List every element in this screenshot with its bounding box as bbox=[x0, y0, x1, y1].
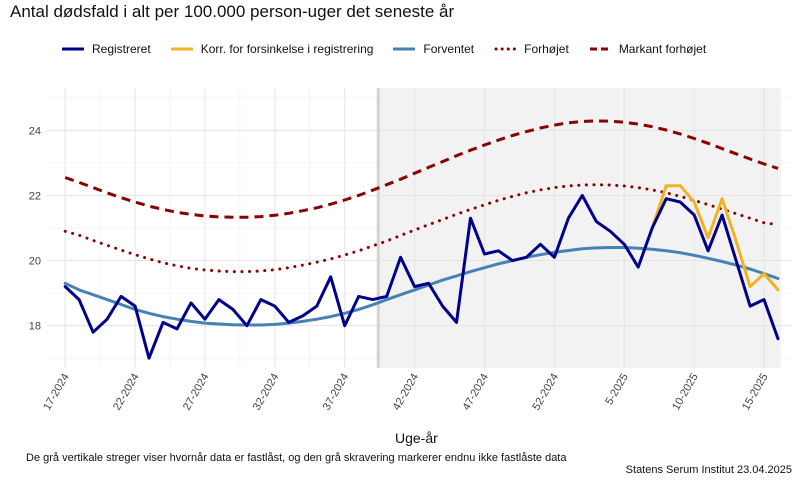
legend-item-forhoejet: Forhøjet bbox=[494, 42, 569, 56]
x-tick-label: 10-2025 bbox=[670, 372, 701, 413]
x-tick-label: 37-2024 bbox=[321, 372, 352, 413]
x-tick-label: 17-2024 bbox=[41, 372, 72, 413]
legend-item-markant: Markant forhøjet bbox=[589, 42, 706, 56]
x-tick-label: 5-2025 bbox=[603, 372, 631, 408]
x-tick-label: 52-2024 bbox=[530, 372, 561, 413]
x-tick-label: 15-2025 bbox=[740, 372, 771, 413]
legend-label: Korr. for forsinkelse i registrering bbox=[200, 42, 374, 56]
chart-title: Antal dødsfald i alt per 100.000 person-… bbox=[10, 2, 455, 21]
source-note: Statens Serum Institut 23.04.2025 bbox=[625, 464, 792, 476]
legend-label: Forventet bbox=[423, 42, 475, 56]
legend: Registreret Korr. for forsinkelse i regi… bbox=[62, 42, 726, 56]
x-axis-title: Uge-år bbox=[395, 430, 438, 446]
caption: De grå vertikale streger viser hvornår d… bbox=[26, 452, 567, 464]
x-tick-label: 22-2024 bbox=[111, 372, 142, 413]
markant-forhoejet-line bbox=[64, 119, 779, 219]
forventet-line bbox=[63, 246, 780, 327]
y-tick-label: 22 bbox=[29, 190, 41, 202]
legend-label: Forhøjet bbox=[524, 42, 569, 56]
x-tick-label: 47-2024 bbox=[461, 372, 492, 413]
x-tick-label: 42-2024 bbox=[391, 372, 422, 413]
legend-item-forventet: Forventet bbox=[393, 42, 474, 56]
y-tick-label: 18 bbox=[29, 321, 41, 333]
legend-line-icon bbox=[393, 47, 416, 51]
legend-line-icon bbox=[589, 47, 610, 51]
legend-item-korrigeret: Korr. for forsinkelse i registrering bbox=[170, 42, 374, 56]
y-tick-label: 20 bbox=[29, 256, 41, 268]
y-tick-label: 24 bbox=[29, 125, 41, 137]
registreret-line bbox=[63, 193, 780, 360]
x-tick-label: 27-2024 bbox=[181, 372, 212, 413]
legend-label: Markant forhøjet bbox=[618, 42, 707, 56]
legend-label: Registreret bbox=[92, 42, 151, 56]
legend-item-registreret: Registreret bbox=[62, 42, 151, 56]
x-tick-label: 32-2024 bbox=[251, 372, 282, 413]
legend-line-icon bbox=[62, 47, 84, 51]
korrigeret-line bbox=[650, 184, 780, 292]
legend-line-icon bbox=[170, 47, 193, 51]
